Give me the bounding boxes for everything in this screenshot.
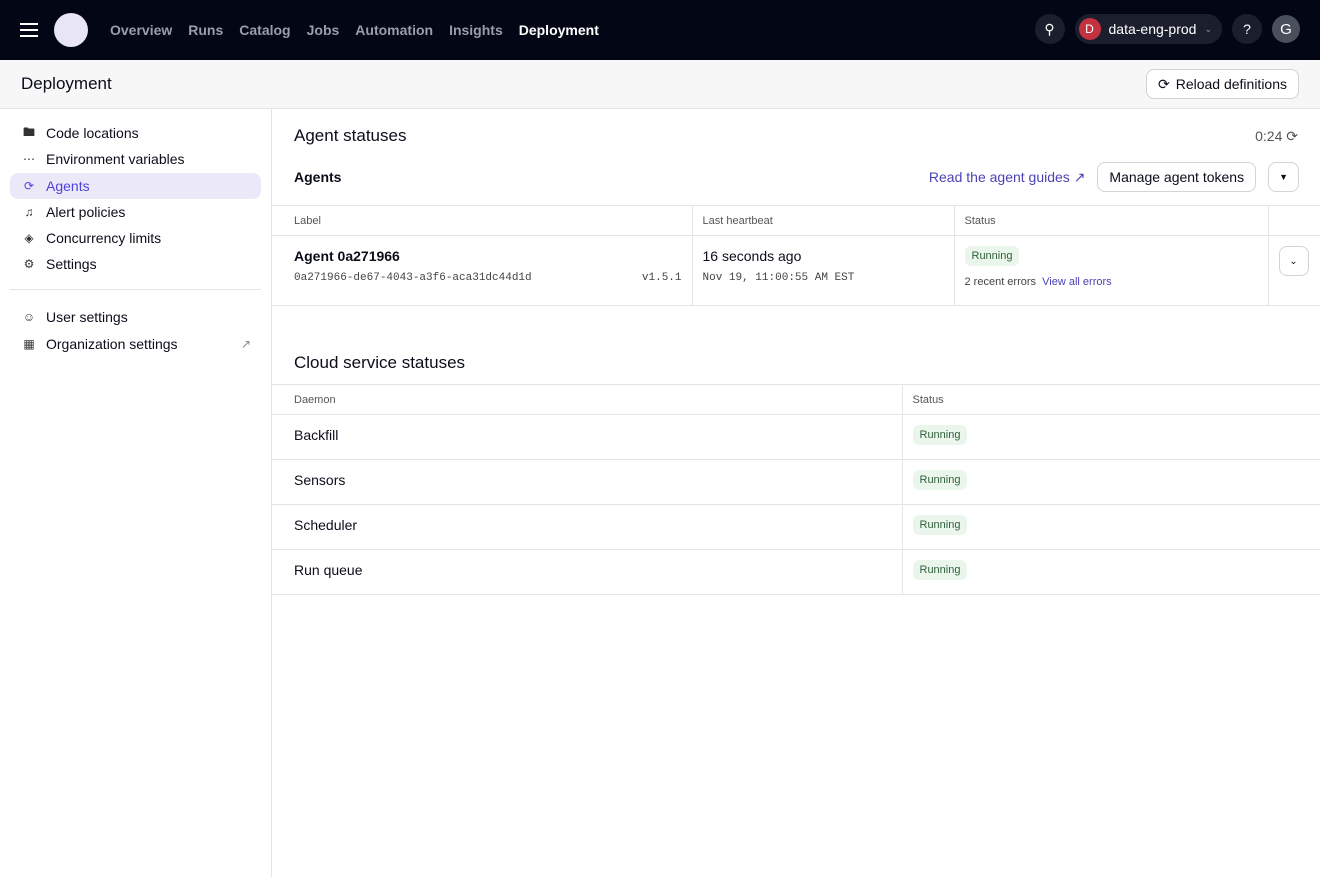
- nav-runs[interactable]: Runs: [188, 22, 224, 38]
- agents-table: Label Last heartbeat Status Agent 0a2719…: [272, 205, 1320, 306]
- status-badge: Running: [912, 560, 968, 580]
- table-row: Backfill Running: [272, 414, 1320, 460]
- agent-name: Agent 0a271966: [294, 248, 400, 264]
- sidebar-item-code-locations[interactable]: 🖿 Code locations: [10, 120, 261, 146]
- status-badge: Running: [912, 425, 968, 445]
- daemon-name: Scheduler: [272, 504, 902, 550]
- agent-guides-link[interactable]: Read the agent guides ↗: [928, 168, 1086, 185]
- layers-icon: ◈: [24, 231, 34, 246]
- help-icon[interactable]: ?: [1232, 14, 1262, 44]
- user-avatar[interactable]: G: [1272, 15, 1300, 43]
- daemon-name: Backfill: [272, 414, 902, 460]
- chevron-down-icon: ⌄: [1204, 23, 1212, 34]
- nav-jobs[interactable]: Jobs: [306, 22, 340, 38]
- deployment-switcher[interactable]: D data-eng-prod ⌄: [1074, 14, 1222, 44]
- sidebar-item-label: Alert policies: [46, 203, 126, 220]
- sidebar-item-environment-variables[interactable]: ⋯ Environment variables: [10, 146, 261, 172]
- reload-icon: ⟳: [1157, 75, 1170, 92]
- agent-version: v1.5.1: [641, 272, 682, 284]
- table-row: Run queue Running: [272, 549, 1320, 595]
- daemon-name: Sensors: [272, 459, 902, 505]
- manage-agent-tokens-button[interactable]: Manage agent tokens: [1097, 162, 1257, 192]
- table-row: Scheduler Running: [272, 504, 1320, 550]
- sidebar-item-label: Concurrency limits: [46, 230, 162, 247]
- sidebar-item-organization-settings[interactable]: ▦ Organization settings ↗: [10, 331, 261, 357]
- nav-insights[interactable]: Insights: [449, 22, 503, 38]
- column-header: Label: [272, 205, 692, 236]
- cloud-services-table: Daemon Status Backfill Running Sensors Run…: [272, 384, 1320, 595]
- gear-icon: ⚙: [23, 257, 35, 272]
- external-link-icon: ↗: [240, 336, 251, 351]
- page-title: Deployment: [21, 74, 112, 93]
- sidebar-item-alert-policies[interactable]: ♫ Alert policies: [10, 199, 261, 225]
- heartbeat-time: Nov 19, 11:00:55 AM EST: [702, 272, 855, 284]
- search-icon[interactable]: ⚲: [1034, 14, 1065, 44]
- sidebar-item-label: Organization settings: [46, 335, 178, 352]
- external-link-icon: ↗: [1073, 168, 1086, 185]
- column-header: Status: [953, 205, 1268, 236]
- daemon-name: Run queue: [272, 549, 902, 595]
- sidebar-item-label: Settings: [46, 256, 97, 273]
- folder-icon: 🖿: [22, 124, 35, 139]
- status-badge: Running: [912, 515, 968, 535]
- sidebar-item-label: User settings: [46, 309, 128, 326]
- reload-definitions-button[interactable]: ⟳ Reload definitions: [1145, 69, 1299, 99]
- refresh-icon: ⟳: [1286, 127, 1298, 144]
- dots-icon: ⋯: [23, 152, 35, 167]
- status-badge: Running: [964, 246, 1020, 266]
- column-header: Last heartbeat: [691, 205, 954, 236]
- sidebar-item-user-settings[interactable]: ☺ User settings: [10, 304, 261, 330]
- reload-label: Reload definitions: [1175, 76, 1287, 92]
- nav-catalog[interactable]: Catalog: [239, 22, 291, 38]
- sidebar-item-agents[interactable]: ⟳ Agents: [10, 172, 261, 199]
- deployment-name: data-eng-prod: [1108, 21, 1197, 37]
- sidebar-item-concurrency-limits[interactable]: ◈ Concurrency limits: [10, 225, 261, 251]
- sidebar-item-label: Code locations: [46, 125, 139, 141]
- nav-automation[interactable]: Automation: [355, 22, 434, 38]
- divider: [10, 289, 261, 291]
- user-icon: ☺: [22, 310, 36, 325]
- sidebar-item-label: Environment variables: [46, 151, 185, 168]
- table-row: Agent 0a271966 0a271966-de67-4043-a3f6-a…: [272, 235, 1320, 306]
- status-badge: Running: [912, 470, 968, 490]
- building-icon: ▦: [23, 336, 35, 351]
- bell-icon: ♫: [24, 204, 34, 219]
- more-dropdown-button[interactable]: ▼: [1268, 162, 1299, 192]
- refresh-timer[interactable]: 0:24 ⟳: [1255, 127, 1298, 144]
- deployment-avatar: D: [1078, 18, 1101, 40]
- menu-icon[interactable]: [20, 23, 38, 37]
- column-header: Status: [901, 384, 1320, 415]
- dagster-logo[interactable]: [54, 13, 88, 47]
- view-all-errors-link[interactable]: View all errors: [1042, 276, 1112, 288]
- expand-row-button[interactable]: ⌄: [1278, 246, 1309, 276]
- agents-subtitle: Agents: [294, 169, 342, 185]
- nav-deployment[interactable]: Deployment: [518, 22, 599, 38]
- column-header: Daemon: [272, 384, 902, 415]
- agent-id: 0a271966-de67-4043-a3f6-aca31dc44d1d: [294, 272, 532, 284]
- heartbeat-relative: 16 seconds ago: [702, 248, 802, 264]
- nav-overview[interactable]: Overview: [110, 22, 173, 38]
- cloud-statuses-title: Cloud service statuses: [294, 353, 466, 372]
- top-nav: Overview Runs Catalog Jobs Automation In…: [0, 0, 1320, 60]
- sidebar-item-settings[interactable]: ⚙ Settings: [10, 251, 261, 277]
- sidebar-item-label: Agents: [46, 177, 90, 194]
- recent-errors: 2 recent errors: [964, 276, 1037, 288]
- sidebar: 🖿 Code locations ⋯ Environment variables ⟳…: [0, 109, 272, 877]
- table-row: Sensors Running: [272, 459, 1320, 505]
- agent-statuses-title: Agent statuses: [294, 126, 407, 145]
- agents-icon: ⟳: [23, 178, 35, 193]
